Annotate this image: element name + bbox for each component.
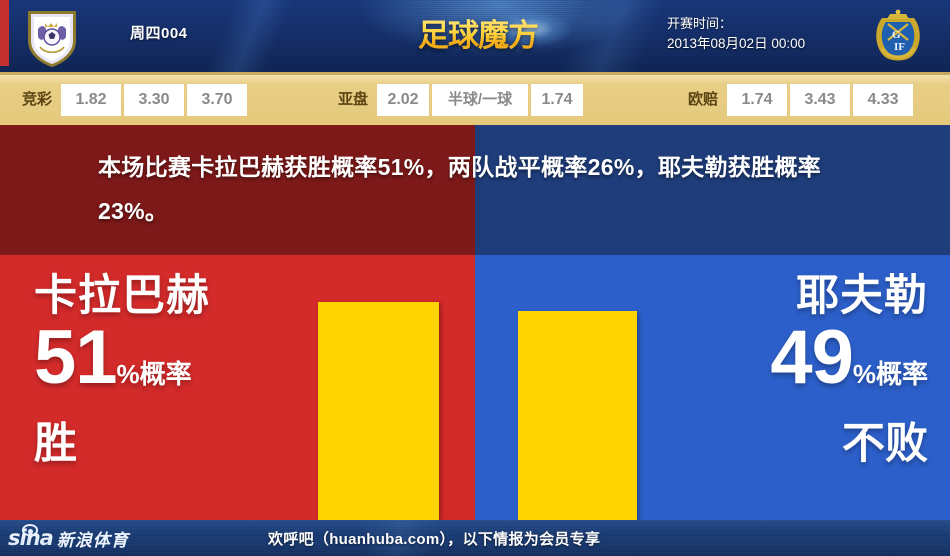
home-team-stats: 卡拉巴赫 51%概率 胜: [34, 269, 294, 472]
odds-cell-home[interactable]: 2.02: [377, 84, 430, 116]
kickoff-info: 开赛时间： 2013年08月02日 00:00: [667, 14, 805, 54]
away-probability-bar: [518, 311, 637, 520]
odds-cell-handicap[interactable]: 半球/一球: [432, 84, 529, 116]
kickoff-label: 开赛时间：: [667, 16, 733, 31]
odds-group-european: 欧赔 1.74 3.43 4.33: [688, 84, 916, 116]
header-gold-divider: [0, 72, 950, 75]
summary-band: 本场比赛卡拉巴赫获胜概率51%，两队战平概率26%，耶夫勒获胜概率23%。: [0, 125, 950, 255]
header-red-accent: [0, 0, 9, 66]
footer-bar: sina 新浪体育 欢呼吧（huanhuba.com），以下情报为会员专享: [0, 520, 950, 556]
odds-cell-away[interactable]: 1.74: [531, 84, 584, 116]
home-probability-bar: [318, 302, 439, 520]
home-result-label: 胜: [34, 420, 77, 468]
odds-group-label: 亚盘: [338, 91, 369, 108]
away-percent-suffix: %概率: [852, 359, 928, 389]
away-percent-row: 49%概率: [638, 319, 928, 418]
home-percent-row: 51%概率: [34, 319, 294, 418]
sina-eye-icon: [22, 524, 38, 536]
odds-cell-home[interactable]: 1.74: [727, 84, 788, 116]
odds-cell-away[interactable]: 4.33: [853, 84, 914, 116]
sina-sports-logo[interactable]: sina 新浪体育: [8, 524, 129, 550]
odds-cell-home[interactable]: 1.82: [61, 84, 122, 116]
probability-chart: 卡拉巴赫 51%概率 胜 耶夫勒 49%概率 不败: [0, 255, 950, 520]
brand-logo: 足球魔方: [418, 14, 542, 58]
odds-group-label: 竞彩: [22, 91, 53, 108]
footer-message: 欢呼吧（huanhuba.com），以下情报为会员专享: [268, 531, 601, 548]
svg-text:IF: IF: [894, 41, 905, 53]
away-percent-value: 49: [770, 315, 854, 400]
odds-group-jingcai: 竞彩 1.82 3.30 3.70: [22, 84, 250, 116]
odds-cell-draw[interactable]: 3.30: [124, 84, 185, 116]
odds-group-asian: 亚盘 2.02 半球/一球 1.74: [338, 84, 586, 116]
away-team-name: 耶夫勒: [796, 272, 928, 320]
home-percent-suffix: %概率: [116, 359, 192, 389]
match-number: 周四004: [130, 25, 188, 42]
away-result-label: 不败: [842, 420, 928, 468]
home-percent-value: 51: [34, 315, 118, 400]
home-team-name: 卡拉巴赫: [34, 272, 210, 320]
qarabag-crest-icon: [28, 11, 76, 67]
summary-band-left-bg: [0, 125, 475, 255]
svg-text:G: G: [892, 29, 901, 41]
sina-cn-label: 新浪体育: [56, 530, 129, 550]
header-bar: 周四004 足球魔方 开赛时间： 2013年08月02日 00:00 G IF: [0, 0, 950, 75]
odds-cell-away[interactable]: 3.70: [187, 84, 248, 116]
summary-band-right-bg: [475, 125, 950, 255]
away-team-stats: 耶夫勒 49%概率 不败: [638, 269, 928, 472]
kickoff-time: 2013年08月02日 00:00: [667, 36, 806, 51]
odds-bar: 竞彩 1.82 3.30 3.70 亚盘 2.02 半球/一球 1.74 欧赔 …: [0, 75, 950, 125]
odds-cell-draw[interactable]: 3.43: [790, 84, 851, 116]
odds-group-label: 欧赔: [688, 91, 719, 108]
summary-text: 本场比赛卡拉巴赫获胜概率51%，两队战平概率26%，耶夫勒获胜概率23%。: [98, 154, 821, 224]
gif-sundsvall-crest-icon: G IF: [876, 9, 920, 61]
